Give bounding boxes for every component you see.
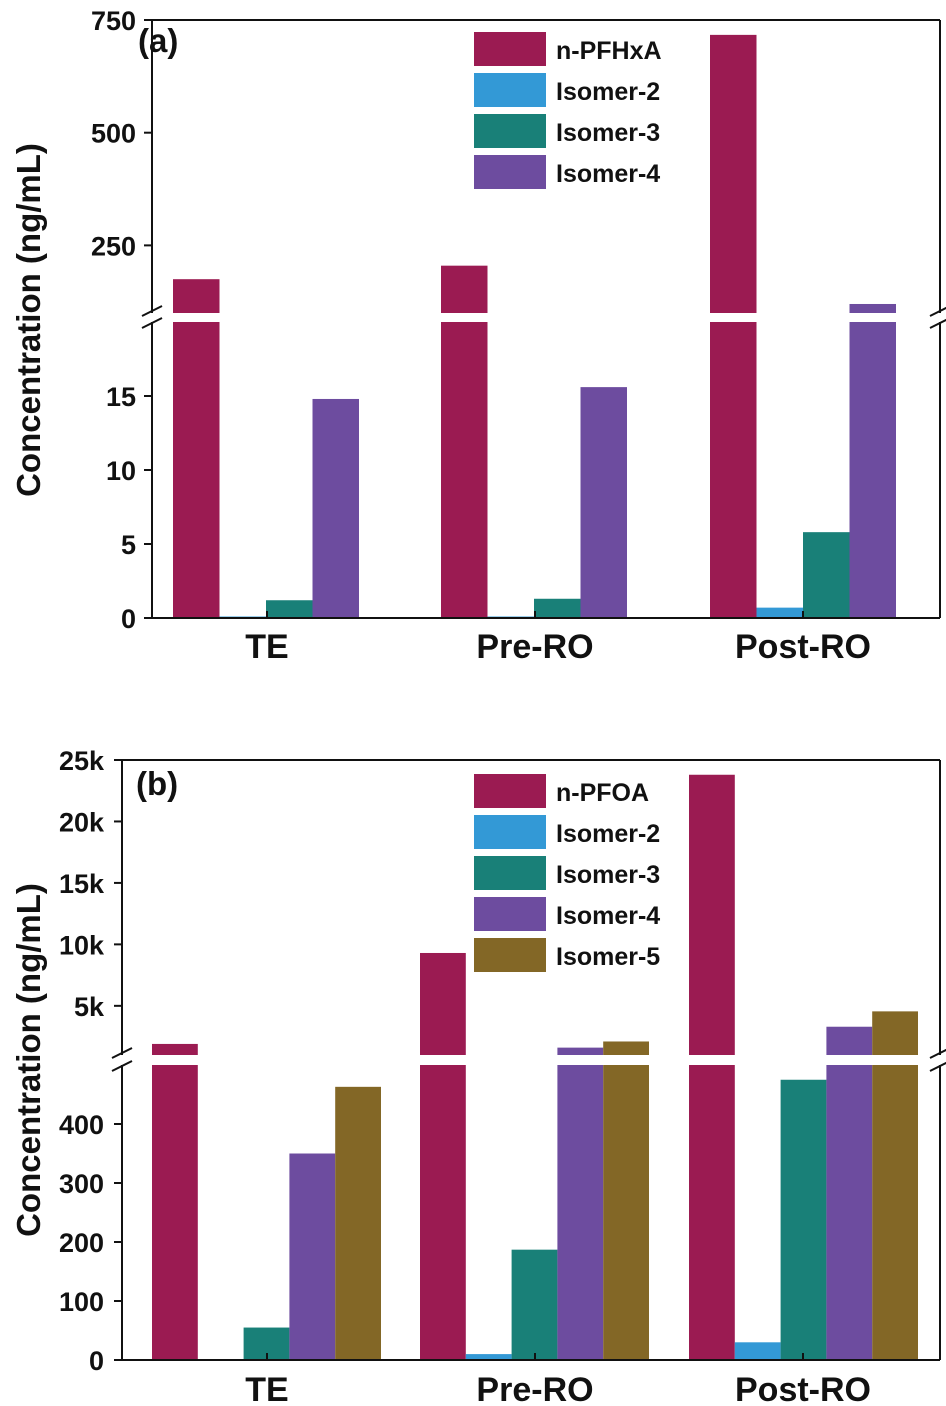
bar-isomer-5-post-ro-lower [872, 1065, 918, 1360]
y-tick-label: 5k [74, 992, 105, 1022]
bar-n-pfoa-te-upper [152, 1043, 198, 1055]
bar-isomer-5-pre-ro-upper [603, 1041, 649, 1055]
y-tick-label: 400 [59, 1110, 104, 1140]
bar-isomer-2-pre-ro [465, 1354, 512, 1360]
y-tick-label: 20k [59, 807, 105, 837]
y-tick-label: 25k [59, 746, 105, 776]
y-tick-label: 10k [59, 930, 105, 960]
break-mark-right-top [929, 306, 946, 317]
legend-label: Isomer-4 [556, 160, 660, 188]
legend-label: Isomer-5 [556, 943, 660, 971]
bar-isomer-2-post-ro [756, 607, 803, 618]
y-tick-label: 0 [89, 1346, 104, 1376]
break-mark-left-top [111, 1047, 133, 1059]
legend-label: n-PFHxA [556, 37, 662, 65]
axis-break-gap [102, 1055, 946, 1065]
break-mark-right-top [929, 1048, 946, 1059]
bar-isomer-4-post-ro-lower [826, 1065, 873, 1360]
x-tick-label: Pre-RO [476, 628, 593, 666]
panel-label: (b) [136, 765, 178, 802]
bar-isomer-4-post-ro-lower [849, 322, 896, 618]
y-tick-label: 10 [106, 456, 136, 486]
y-tick-label: 200 [59, 1228, 104, 1258]
bar-n-pfhxa-te-upper [173, 279, 220, 313]
y-axis-title: Concentration (ng/mL) [10, 143, 47, 497]
legend-swatch [474, 73, 546, 107]
bar-isomer-5-post-ro-upper [872, 1011, 918, 1055]
chart-panel-b: 0 100 200 300 400 5k 10k 15k 20k 25k TE Pre-RO Post-… [10, 746, 946, 1406]
bar-isomer-5-te [335, 1086, 381, 1360]
break-mark-left-bottom [141, 317, 163, 329]
y-axis-title: Concentration (ng/mL) [10, 883, 47, 1237]
bar-isomer-3-pre-ro [534, 598, 581, 618]
bar-isomer-5-pre-ro-lower [603, 1065, 649, 1360]
bar-n-pfhxa-post-ro-upper [710, 34, 757, 313]
y-tick-label: 750 [91, 6, 136, 36]
bar-isomer-2-post-ro [734, 1342, 781, 1360]
panel-label: (a) [138, 22, 178, 59]
bar-n-pfoa-post-ro-upper [689, 774, 735, 1055]
bar-isomer-4-post-ro-upper [849, 303, 896, 313]
legend-swatch [474, 897, 546, 931]
legend-label: n-PFOA [556, 779, 649, 807]
bar-n-pfoa-pre-ro-upper [420, 952, 466, 1055]
x-tick-label: TE [245, 1371, 288, 1406]
legend-swatch [474, 815, 546, 849]
break-mark-left-top [141, 305, 163, 317]
bar-n-pfoa-pre-ro-lower [420, 1065, 466, 1360]
y-tick-label: 100 [59, 1287, 104, 1317]
bar-n-pfhxa-te-lower [173, 322, 220, 618]
bar-n-pfoa-te-lower [152, 1065, 198, 1360]
x-tick-label: Post-RO [735, 628, 871, 666]
break-mark-right-bottom [929, 1061, 946, 1072]
bar-isomer-3-post-ro [803, 532, 850, 618]
legend-label: Isomer-2 [556, 78, 660, 106]
legend-swatch [474, 32, 546, 66]
legend-label: Isomer-2 [556, 820, 660, 848]
axis-break-gap [132, 313, 946, 322]
bar-isomer-4-post-ro-upper [826, 1026, 873, 1055]
bar-n-pfhxa-pre-ro-lower [441, 322, 488, 618]
bar-isomer-3-pre-ro [511, 1249, 558, 1360]
y-tick-label: 0 [121, 604, 136, 634]
legend-swatch [474, 856, 546, 890]
bar-n-pfhxa-post-ro-lower [710, 322, 757, 618]
break-mark-right-bottom [929, 318, 946, 329]
x-tick-label: TE [245, 628, 288, 666]
bar-isomer-4-te [312, 398, 359, 618]
bar-n-pfoa-post-ro-lower [689, 1065, 735, 1360]
x-tick-label: Post-RO [735, 1371, 871, 1406]
y-tick-label: 500 [91, 119, 136, 149]
y-tick-label: 15 [106, 382, 136, 412]
legend-label: Isomer-3 [556, 861, 660, 889]
break-mark-left-bottom [111, 1060, 133, 1072]
chart-panel-a: 0 5 10 15 250 500 750 TE Pre-RO Post-RO Concentrat… [10, 6, 946, 666]
legend-swatch [474, 155, 546, 189]
bar-isomer-4-pre-ro-upper [557, 1047, 604, 1055]
bar-isomer-4-pre-ro [580, 387, 627, 618]
legend-label: Isomer-4 [556, 902, 660, 930]
y-tick-label: 5 [121, 530, 136, 560]
y-tick-label: 250 [91, 231, 136, 261]
bar-n-pfhxa-pre-ro-upper [441, 265, 488, 313]
bar-isomer-3-post-ro [780, 1079, 827, 1360]
bar-isomer-3-te [266, 600, 313, 618]
bar-isomer-4-pre-ro-lower [557, 1065, 604, 1360]
y-tick-label: 15k [59, 869, 105, 899]
legend-swatch [474, 774, 546, 808]
legend-swatch [474, 114, 546, 148]
x-tick-label: Pre-RO [476, 1371, 593, 1406]
y-tick-label: 300 [59, 1169, 104, 1199]
legend-swatch [474, 938, 546, 972]
legend-label: Isomer-3 [556, 119, 660, 147]
bar-isomer-4-te [289, 1153, 336, 1360]
